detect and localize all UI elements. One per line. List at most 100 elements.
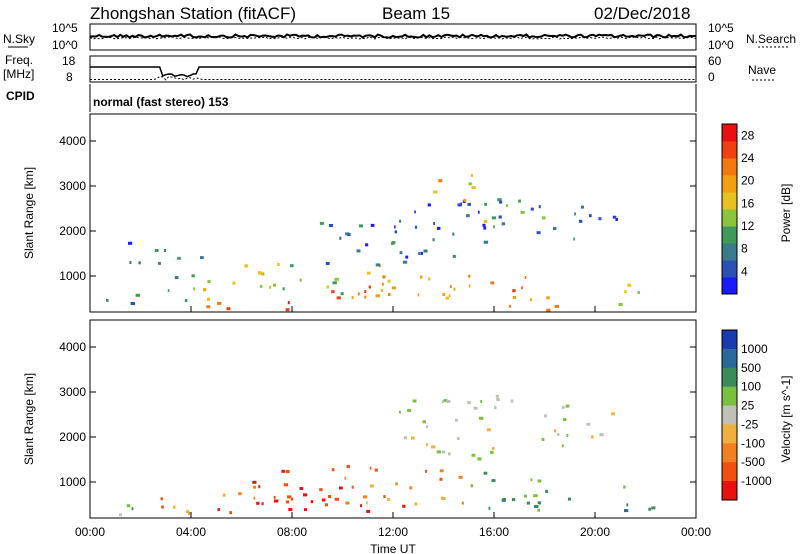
heatmap-cell	[501, 222, 506, 226]
heatmap-cell	[375, 294, 380, 298]
colorbar-tick-label: 28	[741, 128, 755, 142]
colorbar-swatch	[722, 226, 737, 244]
nave-label: Nave	[748, 63, 776, 77]
heatmap-cell	[258, 485, 261, 489]
heatmap-cell	[512, 289, 516, 293]
heatmap-cell	[537, 508, 540, 512]
colorbar-tick-label: 500	[741, 361, 761, 375]
heatmap-cell	[374, 468, 378, 472]
heatmap-cell	[380, 289, 383, 293]
heatmap-cell	[420, 275, 423, 279]
heatmap-cell	[351, 485, 354, 489]
power-y-axis: 1000 2000 3000 4000	[59, 134, 696, 283]
heatmap-cell	[637, 291, 640, 294]
x-tick-label: 20:00	[580, 525, 610, 539]
heatmap-cell	[273, 495, 276, 499]
heatmap-cell	[433, 190, 438, 194]
heatmap-cell	[232, 281, 236, 285]
heatmap-cell	[556, 432, 560, 436]
heatmap-cell	[364, 290, 367, 294]
heatmap-cell	[299, 487, 304, 490]
colorbar-swatch	[722, 330, 737, 350]
power-heatmap-panel: 1000 2000 3000 4000 Slant Range [km] 4 8 12 16…	[22, 113, 793, 313]
heatmap-cell	[163, 249, 167, 252]
velocity-y-axis: 1000 2000 3000 4000	[59, 340, 696, 489]
colorbar-tick-label: 4	[741, 264, 748, 278]
x-tick-label: 00:00	[75, 525, 105, 539]
heatmap-cell	[414, 502, 418, 506]
heatmap-cell	[492, 447, 495, 450]
y-tick-label: 4000	[59, 340, 86, 354]
heatmap-cell	[456, 437, 460, 441]
heatmap-cell	[390, 241, 395, 245]
heatmap-cell	[566, 434, 569, 437]
heatmap-cell	[160, 497, 163, 501]
heatmap-cell	[285, 470, 290, 473]
heatmap-cell	[470, 484, 474, 488]
heatmap-cell	[272, 283, 277, 287]
heatmap-cell	[244, 264, 249, 268]
heatmap-cell	[520, 211, 525, 214]
heatmap-cell	[405, 255, 409, 259]
heatmap-cell	[303, 493, 308, 497]
heatmap-cell	[328, 495, 331, 498]
velocity-colorbar-label: Velocity [m s^-1]	[779, 376, 793, 463]
heatmap-cell	[537, 479, 542, 483]
heatmap-cell	[561, 405, 565, 409]
heatmap-cell	[281, 469, 285, 473]
heatmap-cell	[258, 271, 263, 275]
heatmap-cell	[623, 485, 626, 489]
heatmap-cell	[388, 293, 391, 296]
heatmap-cell	[483, 240, 489, 244]
velocity-ylabel: Slant Range [km]	[22, 373, 36, 465]
colorbar-tick-label: -500	[741, 455, 765, 469]
heatmap-cell	[426, 425, 428, 429]
heatmap-cell	[422, 420, 426, 424]
nave-tick-top: 60	[708, 54, 722, 68]
heatmap-cell	[172, 505, 176, 509]
heatmap-cell	[334, 497, 339, 501]
velocity-colorbar: 1000 500 100 25 -25 -100 -500 -1000	[721, 329, 772, 501]
heatmap-cell	[573, 237, 575, 241]
heatmap-cell	[490, 450, 494, 454]
heatmap-cell	[432, 238, 435, 242]
heatmap-cell	[129, 261, 132, 264]
heatmap-cell	[403, 436, 408, 440]
heatmap-cell	[290, 497, 294, 501]
colorbar-tick-label: -100	[741, 436, 765, 450]
heatmap-cell	[346, 465, 350, 469]
freq-panel-frame	[89, 55, 697, 83]
y-tick-label: 2000	[59, 224, 86, 238]
heatmap-cell	[412, 399, 417, 403]
heatmap-cell	[328, 224, 334, 227]
heatmap-cell	[626, 503, 629, 507]
heatmap-cell	[334, 277, 339, 281]
y-tick-label: 3000	[59, 179, 86, 193]
colorbar-swatch	[722, 462, 737, 482]
heatmap-cell	[490, 281, 495, 285]
heatmap-cell	[414, 225, 418, 229]
heatmap-cell	[565, 404, 570, 408]
sky-tick-top-left: 10^5	[52, 21, 78, 35]
heatmap-cell	[363, 495, 368, 499]
power-x-axis	[89, 306, 697, 312]
heatmap-cell	[428, 277, 431, 281]
heatmap-cell	[452, 232, 455, 236]
heatmap-cell	[541, 437, 545, 441]
heatmap-cell	[326, 285, 329, 289]
heatmap-cell	[427, 203, 431, 207]
heatmap-cell	[615, 217, 618, 221]
heatmap-cell	[126, 504, 131, 508]
heatmap-cell	[106, 298, 109, 302]
heatmap-cell	[253, 485, 256, 489]
velocity-heatmap-panel: 1000 2000 3000 4000 00:00 04:00 08:00 12:00 16:…	[22, 319, 793, 554]
heatmap-cell	[285, 308, 290, 312]
heatmap-cell	[526, 501, 530, 505]
heatmap-cell	[618, 303, 623, 306]
colorbar-swatch	[722, 209, 737, 227]
heatmap-cell	[425, 443, 428, 447]
heatmap-cell	[387, 279, 391, 283]
heatmap-cell	[203, 288, 207, 292]
heatmap-cell	[530, 207, 534, 211]
heatmap-cell	[438, 179, 443, 183]
